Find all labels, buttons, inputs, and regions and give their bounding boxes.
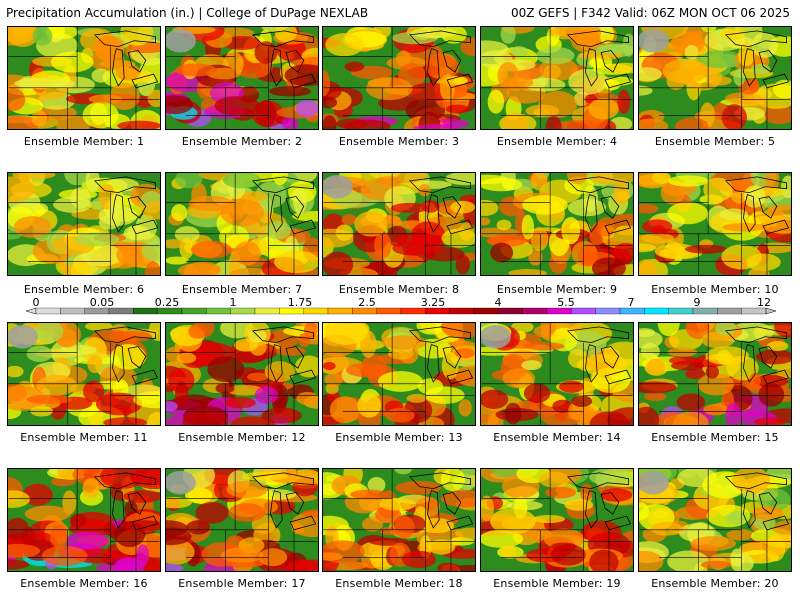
colorbar-tick-label: 0 (32, 296, 40, 309)
precip-map (323, 173, 475, 275)
colorbar-tick-label: 0.25 (154, 296, 180, 309)
precip-map (166, 469, 318, 571)
map-panel (638, 26, 792, 130)
map-panel (322, 468, 476, 572)
ensemble-member-label: Ensemble Member: 6 (23, 283, 145, 296)
colorbar-swatch (376, 307, 402, 315)
precip-map (639, 469, 791, 571)
precip-map (481, 173, 633, 275)
map-panel (322, 172, 476, 276)
ensemble-member-label: Ensemble Member: 5 (654, 135, 776, 148)
colorbar-swatch (522, 307, 548, 315)
colorbar-tick-label: 1.75 (287, 296, 313, 309)
precip-map (481, 323, 633, 425)
precip-map (8, 173, 160, 275)
ensemble-member-label: Ensemble Member: 9 (496, 283, 618, 296)
colorbar-swatch (498, 307, 523, 315)
ensemble-member-label: Ensemble Member: 20 (651, 577, 779, 590)
precip-map (323, 27, 475, 129)
colorbar-tick-label: 1 (229, 296, 237, 309)
ensemble-member-label: Ensemble Member: 11 (20, 431, 148, 444)
precip-map (166, 27, 318, 129)
ensemble-member-label: Ensemble Member: 18 (335, 577, 463, 590)
ensemble-member-label: Ensemble Member: 15 (651, 431, 779, 444)
map-panel (322, 26, 476, 130)
colorbar-tick-label: 5.5 (557, 296, 575, 309)
map-panel (480, 468, 634, 572)
colorbar-tick-label: 9 (693, 296, 701, 309)
colorbar-tick-label: 3.25 (420, 296, 446, 309)
map-panel (165, 26, 319, 130)
ensemble-member-label: Ensemble Member: 14 (493, 431, 621, 444)
map-panel (7, 172, 161, 276)
ensemble-member-label: Ensemble Member: 8 (338, 283, 460, 296)
map-panel (480, 172, 634, 276)
map-panel (480, 26, 634, 130)
ensemble-member-label: Ensemble Member: 10 (651, 283, 779, 296)
precip-map (323, 469, 475, 571)
precipitation-colorbar (25, 307, 777, 315)
ensemble-member-label: Ensemble Member: 4 (496, 135, 618, 148)
precip-map (166, 323, 318, 425)
map-panel (165, 322, 319, 426)
colorbar-tick-label: 7 (627, 296, 635, 309)
precip-map (323, 323, 475, 425)
map-panel (165, 172, 319, 276)
colorbar-tick-label: 2.5 (358, 296, 376, 309)
precip-map (481, 469, 633, 571)
colorbar-swatch (60, 307, 85, 315)
map-panel (7, 322, 161, 426)
colorbar-swatch (571, 307, 596, 315)
precip-map (639, 27, 791, 129)
colorbar-swatch (254, 307, 280, 315)
precip-map (166, 173, 318, 275)
colorbar-swatch (206, 307, 231, 315)
colorbar-swatch (644, 307, 669, 315)
ensemble-member-label: Ensemble Member: 19 (493, 577, 621, 590)
colorbar-swatch (327, 307, 353, 315)
precip-map (8, 323, 160, 425)
ensemble-member-label: Ensemble Member: 7 (181, 283, 303, 296)
colorbar-swatch (595, 307, 621, 315)
ensemble-member-label: Ensemble Member: 2 (181, 135, 303, 148)
colorbar-tick-label: 4 (494, 296, 502, 309)
map-panel (7, 468, 161, 572)
map-panel (638, 322, 792, 426)
colorbar-swatch (35, 307, 61, 315)
ensemble-member-label: Ensemble Member: 16 (20, 577, 148, 590)
precip-map (8, 469, 160, 571)
colorbar-tick-label: 0.05 (89, 296, 115, 309)
run-valid-time: 00Z GEFS | F342 Valid: 06Z MON OCT 06 20… (510, 6, 790, 20)
precip-map (481, 27, 633, 129)
map-panel (322, 322, 476, 426)
precip-map (639, 323, 791, 425)
map-panel (7, 26, 161, 130)
precip-map (639, 173, 791, 275)
ensemble-member-label: Ensemble Member: 12 (178, 431, 306, 444)
colorbar-swatch (717, 307, 742, 315)
colorbar-max-arrow (765, 307, 777, 315)
colorbar-swatch (449, 307, 475, 315)
colorbar-tick-label: 12 (757, 296, 771, 309)
ensemble-member-label: Ensemble Member: 17 (178, 577, 306, 590)
map-panel (638, 172, 792, 276)
page-title: Precipitation Accumulation (in.) | Colle… (6, 6, 369, 20)
map-panel (480, 322, 634, 426)
map-panel (165, 468, 319, 572)
map-panel (638, 468, 792, 572)
colorbar-swatch (668, 307, 694, 315)
colorbar-swatch (181, 307, 207, 315)
ensemble-member-label: Ensemble Member: 3 (338, 135, 460, 148)
ensemble-member-label: Ensemble Member: 13 (335, 431, 463, 444)
ensemble-member-label: Ensemble Member: 1 (23, 135, 145, 148)
precip-map (8, 27, 160, 129)
